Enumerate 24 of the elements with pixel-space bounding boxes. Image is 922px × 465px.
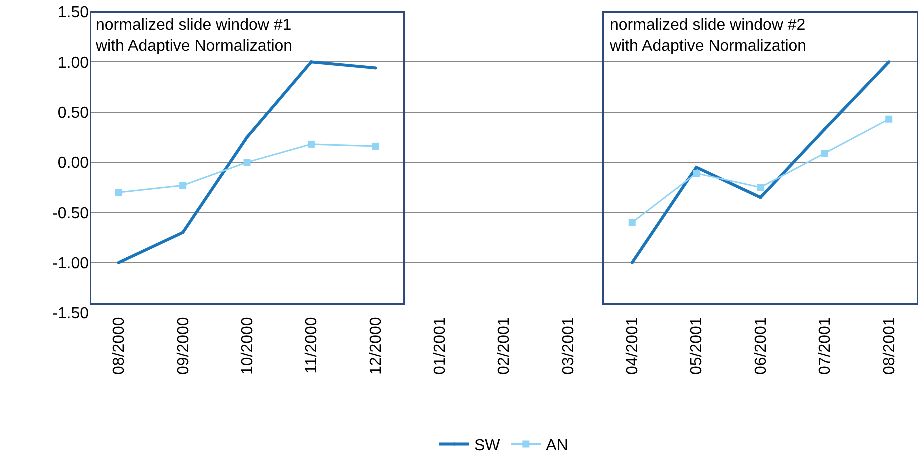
y-tick-label: 1.00 — [58, 54, 90, 72]
x-tick-label: 12/2000 — [368, 317, 385, 376]
x-tick-label: 03/2001 — [560, 317, 578, 376]
annotation: normalized slide window #2 with Adaptive Normalization — [609, 17, 807, 55]
x-tick-label: 04/2001 — [624, 317, 642, 376]
x-tick-label: 08/2000 — [111, 317, 128, 376]
x-tick-label: 11/2000 — [304, 317, 321, 374]
x-tick-label: 10/2000 — [239, 317, 256, 376]
x-tick-label: 09/2000 — [175, 317, 192, 376]
x-tick-label: 08/2001 — [881, 317, 898, 376]
y-tick-label: 0.50 — [58, 104, 90, 122]
x-tick-label: 07/2001 — [817, 317, 834, 376]
y-tick-label: 1.50 — [58, 4, 90, 22]
legend-label: AN — [546, 438, 568, 455]
y-tick-label: -1.00 — [52, 255, 90, 272]
y-tick-label: -0.50 — [52, 205, 90, 222]
x-tick-label: 05/2001 — [688, 317, 706, 376]
x-tick-label: 06/2001 — [752, 317, 770, 376]
y-tick-label: -1.50 — [52, 306, 90, 323]
x-tick-label: 01/2001 — [432, 317, 450, 376]
y-tick-label: 0.00 — [58, 155, 90, 172]
legend-label: SW — [474, 438, 502, 455]
x-tick-label: 02/2001 — [496, 317, 514, 376]
annotation: normalized slide window #1 with Adaptive Normalization — [95, 17, 293, 55]
